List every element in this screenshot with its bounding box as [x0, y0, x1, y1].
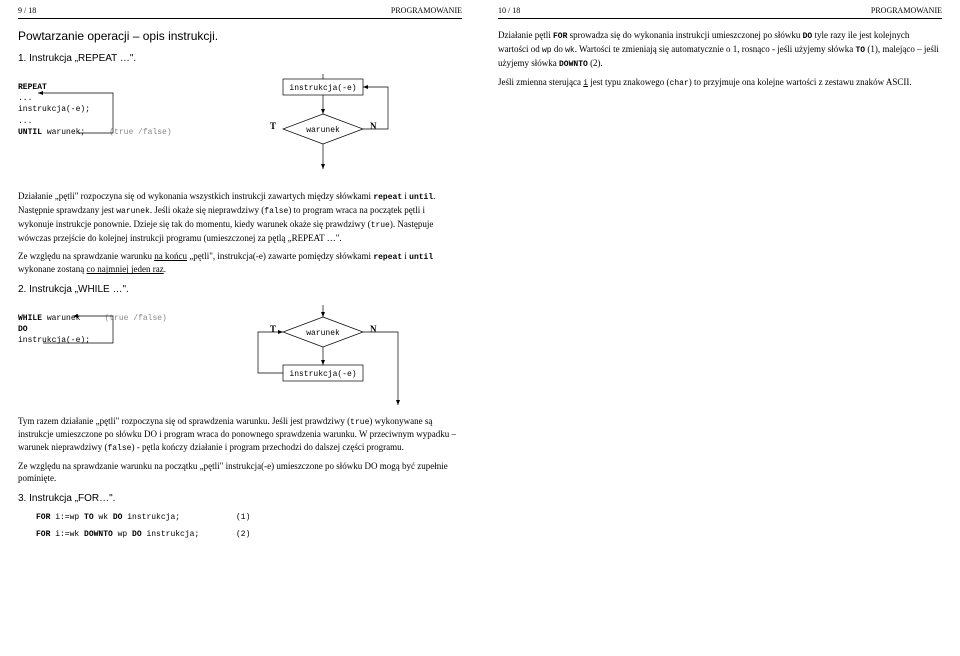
kw: FOR — [553, 32, 567, 41]
t: . Wartości te zmieniają się automatyczni… — [575, 44, 856, 54]
repeat-code: REPEAT ... instrukcja(-e); ... UNTIL war… — [18, 82, 198, 192]
header-title: PROGRAMOWANIE — [391, 6, 462, 15]
header-title: PROGRAMOWANIE — [871, 6, 942, 15]
t: ) to przyjmuje ona kolejne wartości z ze… — [689, 77, 912, 87]
text: . — [164, 264, 166, 274]
paragraph: Działanie pętli FOR sprowadza się do wyk… — [498, 29, 942, 70]
flowchart-condition: warunek — [306, 329, 340, 338]
page-header: 9 / 18 PROGRAMOWANIE — [18, 6, 462, 19]
text: „pętli", instrukcja(-e) zawarte pomiędzy… — [187, 251, 373, 261]
while-code: WHILE warunek (true /false) DO instrukcj… — [18, 313, 198, 391]
text: wykonane zostaną — [18, 264, 86, 274]
t: Jeśli zmienna sterująca — [498, 77, 583, 87]
t: i:=wk — [50, 530, 84, 539]
section-3-heading: 3. Instrukcja „FOR…". — [18, 493, 462, 504]
t: sprowadza się do wykonania instrukcji um… — [567, 30, 802, 40]
t: instrukcja; — [122, 513, 180, 522]
flowchart-condition: warunek — [306, 126, 340, 135]
while-flowchart: warunek T N instrukcja(-e) — [228, 305, 418, 415]
t: (2). — [588, 58, 603, 68]
mono: false — [107, 444, 131, 453]
kw: repeat — [373, 193, 402, 202]
t: Działanie pętli — [498, 30, 553, 40]
for-code: FOR i:=wp TO wk DO instrukcja; (1) FOR i… — [36, 512, 462, 540]
text: Ze względu na sprawdzanie warunku — [18, 251, 154, 261]
repeat-flowchart: instrukcja(-e) warunek T N — [228, 74, 408, 184]
text: . Jeśli okaże się nieprawdziwy ( — [150, 205, 264, 215]
paragraph: Tym razem działanie „pętli" rozpoczyna s… — [18, 415, 462, 455]
label-N: N — [370, 324, 377, 334]
repeat-diagram-row: REPEAT ... instrukcja(-e); ... UNTIL war… — [18, 74, 462, 200]
page-number: 10 / 18 — [498, 6, 520, 15]
two-page-spread: 9 / 18 PROGRAMOWANIE Powtarzanie operacj… — [0, 0, 960, 558]
mono: true — [371, 221, 390, 230]
t: instrukcja; — [142, 530, 200, 539]
paragraph: Działanie „pętli" rozpoczyna się od wyko… — [18, 190, 462, 244]
mono: true — [350, 418, 369, 427]
t: do — [552, 44, 566, 54]
kw: DO — [113, 513, 123, 522]
kw: DO — [803, 32, 813, 41]
paragraph: Jeśli zmienna sterująca i jest typu znak… — [498, 76, 942, 90]
kw: until — [409, 253, 433, 262]
label-T: T — [270, 121, 276, 131]
mono: wp — [542, 46, 552, 55]
kw: DOWNTO — [559, 60, 588, 69]
section-2-heading: 2. Instrukcja „WHILE …". — [18, 284, 462, 295]
page-header: 10 / 18 PROGRAMOWANIE — [498, 6, 942, 19]
page-10: 10 / 18 PROGRAMOWANIE Działanie pętli FO… — [480, 0, 960, 558]
mono: false — [264, 207, 288, 216]
page-number: 9 / 18 — [18, 6, 36, 15]
page-9: 9 / 18 PROGRAMOWANIE Powtarzanie operacj… — [0, 0, 480, 558]
text: Tym razem działanie „pętli" rozpoczyna s… — [18, 416, 350, 426]
mono: char — [670, 79, 689, 88]
t: wk — [94, 513, 113, 522]
kw: repeat — [373, 253, 402, 262]
flowchart-box-label: instrukcja(-e) — [289, 370, 356, 379]
kw: DOWNTO — [84, 530, 113, 539]
t: i:=wp — [50, 513, 84, 522]
kw: FOR — [36, 530, 50, 539]
text: Działanie „pętli" rozpoczyna się od wyko… — [18, 191, 373, 201]
mono: warunek — [116, 207, 150, 216]
t: jest typu znakowego ( — [588, 77, 669, 87]
kw: TO — [84, 513, 94, 522]
mono: wk — [565, 46, 575, 55]
kw: until — [409, 193, 433, 202]
flowchart-box-label: instrukcja(-e) — [289, 84, 356, 93]
underline: co najmniej jeden raz — [86, 264, 163, 274]
line-num: (1) — [236, 512, 250, 523]
paragraph: Ze względu na sprawdzanie warunku na poc… — [18, 460, 462, 484]
underline: na końcu — [154, 251, 187, 261]
section-1-heading: 1. Instrukcja „REPEAT …". — [18, 53, 462, 64]
kw: TO — [856, 46, 866, 55]
text: ) - pętla kończy działanie i program prz… — [131, 442, 403, 452]
kw: FOR — [36, 513, 50, 522]
label-T: T — [270, 324, 276, 334]
while-diagram-row: WHILE warunek (true /false) DO instrukcj… — [18, 305, 462, 415]
kw: DO — [132, 530, 142, 539]
code-loop-arrow — [18, 311, 138, 351]
line-num: (2) — [236, 529, 250, 540]
code-loop-arrow — [18, 88, 138, 138]
label-N: N — [370, 121, 377, 131]
t: wp — [113, 530, 132, 539]
page-title: Powtarzanie operacji – opis instrukcji. — [18, 29, 462, 43]
paragraph: Ze względu na sprawdzanie warunku na koń… — [18, 250, 462, 276]
